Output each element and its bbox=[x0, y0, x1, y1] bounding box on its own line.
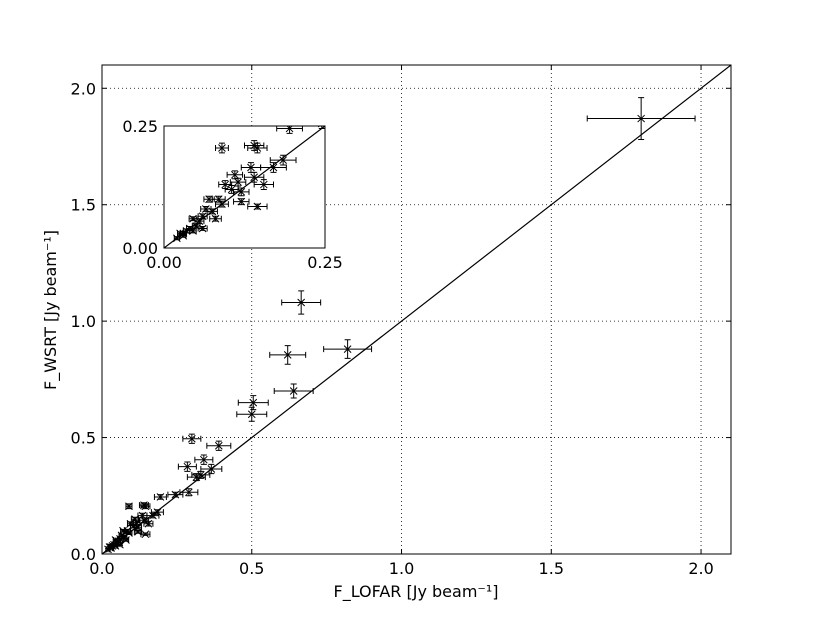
point bbox=[279, 156, 287, 165]
point bbox=[189, 214, 197, 223]
point bbox=[237, 197, 246, 206]
y-tick-label: 2.0 bbox=[71, 79, 96, 98]
point bbox=[188, 434, 196, 443]
point bbox=[134, 528, 142, 536]
point bbox=[250, 173, 259, 182]
point bbox=[141, 530, 150, 539]
y-tick-label: 0.0 bbox=[71, 545, 96, 564]
point bbox=[131, 515, 139, 523]
point bbox=[354, 3, 361, 10]
y-tick-label: 1.5 bbox=[71, 196, 96, 215]
x-tick-label: 2.0 bbox=[688, 559, 713, 578]
point bbox=[227, 185, 236, 194]
point bbox=[144, 519, 153, 528]
point bbox=[122, 536, 130, 544]
point bbox=[247, 410, 256, 419]
point bbox=[237, 188, 246, 196]
y-error-bar bbox=[354, 0, 360, 16]
point bbox=[343, 345, 352, 353]
y-error-bar bbox=[318, 126, 325, 129]
point bbox=[198, 224, 207, 233]
plot-frame bbox=[101, 64, 732, 555]
point bbox=[116, 540, 124, 549]
point bbox=[185, 488, 193, 497]
point bbox=[192, 473, 201, 482]
point bbox=[221, 180, 230, 189]
y-error-bar bbox=[380, 41, 386, 61]
point bbox=[250, 141, 259, 150]
x-tick-label: 0.5 bbox=[239, 559, 264, 578]
point bbox=[234, 178, 242, 186]
y-tick-label: 1.0 bbox=[71, 312, 96, 331]
point bbox=[173, 234, 181, 243]
x-error-bar bbox=[338, 3, 377, 9]
plot-frame bbox=[163, 125, 326, 249]
point bbox=[637, 114, 645, 123]
point bbox=[140, 516, 148, 525]
x-error-bar bbox=[364, 47, 403, 53]
y-tick-label: 0.25 bbox=[122, 117, 158, 136]
point bbox=[205, 195, 213, 204]
identity-line bbox=[102, 65, 731, 554]
point bbox=[149, 511, 157, 520]
data-layer bbox=[102, 65, 731, 554]
point bbox=[119, 526, 127, 535]
x-axis-label: F_LOFAR [Jy beam⁻¹] bbox=[333, 582, 498, 602]
y-error-bar bbox=[412, 11, 418, 31]
point bbox=[247, 163, 255, 172]
x-tick-label: 0.00 bbox=[146, 253, 182, 272]
y-tick-label: 0.5 bbox=[71, 429, 96, 448]
point bbox=[269, 163, 278, 172]
point bbox=[259, 180, 268, 189]
data-layer bbox=[164, 0, 441, 248]
point bbox=[379, 47, 386, 54]
x-tick-label: 0.0 bbox=[89, 559, 114, 578]
y-tick-label: 0.00 bbox=[122, 239, 158, 258]
point bbox=[283, 351, 292, 359]
x-tick-label: 0.25 bbox=[307, 253, 343, 272]
point bbox=[207, 465, 216, 473]
point bbox=[140, 501, 148, 509]
point bbox=[208, 207, 217, 216]
point bbox=[218, 144, 226, 152]
x-tick-label: 1.0 bbox=[389, 559, 414, 578]
x-error-bar bbox=[389, 18, 441, 24]
x-tick-label: 1.5 bbox=[539, 559, 564, 578]
point bbox=[189, 227, 197, 235]
point bbox=[218, 200, 226, 208]
point bbox=[156, 493, 165, 501]
point bbox=[289, 387, 298, 395]
point bbox=[214, 441, 223, 450]
point bbox=[412, 18, 419, 25]
point bbox=[179, 231, 188, 240]
point bbox=[153, 508, 162, 516]
point bbox=[125, 502, 133, 511]
point bbox=[183, 462, 192, 471]
point bbox=[253, 202, 262, 211]
point bbox=[249, 398, 258, 407]
point bbox=[211, 214, 220, 223]
point bbox=[171, 490, 180, 499]
point bbox=[199, 455, 208, 464]
y-axis-label: F_WSRT [Jy beam⁻¹] bbox=[41, 230, 61, 390]
point bbox=[104, 545, 112, 554]
point bbox=[297, 298, 306, 307]
point bbox=[230, 170, 239, 179]
